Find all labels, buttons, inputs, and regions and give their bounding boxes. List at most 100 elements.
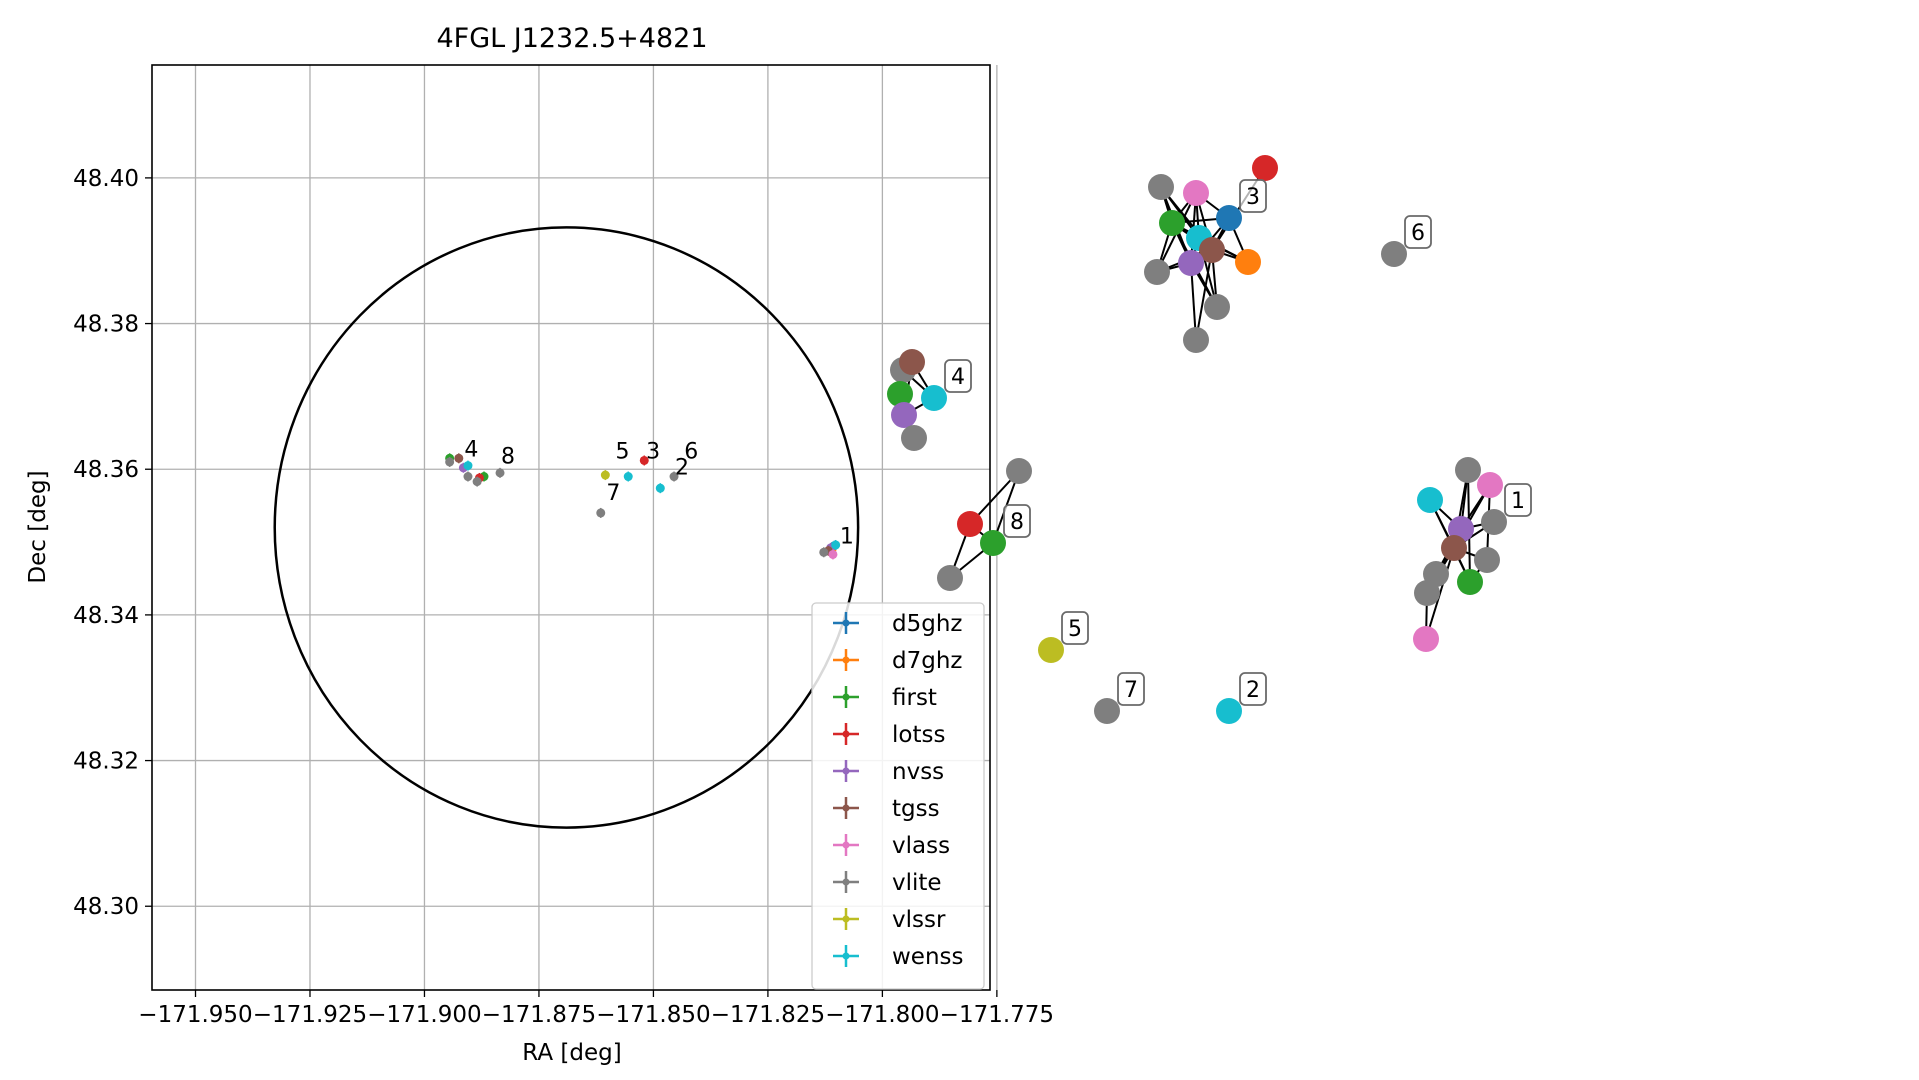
graph-node [1381, 241, 1407, 267]
graph-node [980, 530, 1006, 556]
graph-node [1481, 509, 1507, 535]
graph-node [1252, 155, 1278, 181]
graph-node [899, 349, 925, 375]
legend-label-d7ghz: d7ghz [892, 648, 962, 674]
legend-marker-vlass [842, 841, 850, 849]
graph-label-7: 7 [1117, 672, 1145, 706]
x-tick-label: −171.825 [711, 1002, 825, 1028]
graph-label-text: 6 [1411, 221, 1425, 246]
graph-label-text: 1 [1511, 489, 1525, 514]
graph-label-box [1404, 215, 1432, 249]
legend-label-wenss: wenss [892, 944, 964, 970]
graph-label-text: 7 [1124, 678, 1138, 703]
x-tick-label: −171.850 [596, 1002, 710, 1028]
graph-label-text: 4 [951, 365, 965, 390]
graph-label-6: 6 [1404, 215, 1432, 249]
legend-marker-first [842, 693, 850, 701]
error-ellipse [273, 226, 860, 829]
data-point-vlite [445, 457, 455, 467]
legend-label-nvss: nvss [892, 759, 944, 785]
legend-marker-lotss [842, 730, 850, 738]
legend-marker-vlite [842, 878, 850, 886]
plot-frame [151, 64, 991, 991]
data-point-vlass [828, 549, 838, 559]
source-label-4: 4 [464, 437, 478, 462]
graph-label-box [1239, 179, 1267, 213]
graph-node [937, 565, 963, 591]
y-ticks: 48.30 48.32 48.34 48.36 48.38 48.40 [73, 166, 152, 920]
graph-node [1413, 626, 1439, 652]
network-graph: 3 6 4 8 1 5 7 2 [887, 155, 1532, 724]
y-tick-label: 48.34 [73, 603, 139, 629]
graph-node [891, 402, 917, 428]
data-points [445, 453, 841, 560]
legend-label-first: first [892, 685, 937, 711]
graph-node [1441, 535, 1467, 561]
data-point-wenss [655, 483, 665, 493]
legend-marker-d7ghz [842, 656, 850, 664]
graph-label-4: 4 [944, 359, 972, 393]
graph-node [1216, 698, 1242, 724]
x-axis-label: RA [deg] [522, 1040, 621, 1066]
data-point-vlite [495, 468, 505, 478]
graph-node [1414, 580, 1440, 606]
x-tick-label: −171.800 [825, 1002, 939, 1028]
graph-node [1006, 458, 1032, 484]
legend-marker-wenss [842, 952, 850, 960]
legend-label-vlass: vlass [892, 833, 950, 859]
y-tick-label: 48.38 [73, 312, 139, 338]
x-tick-label: −171.950 [138, 1002, 252, 1028]
source-label-5: 5 [616, 439, 630, 464]
graph-label-2: 2 [1239, 672, 1267, 706]
data-point-wenss [831, 540, 841, 550]
graph-labels: 3 6 4 8 1 5 7 2 [944, 179, 1532, 706]
legend-marker-d5ghz [842, 619, 850, 627]
legend-label-vlssr: vlssr [892, 907, 946, 933]
graph-label-box [1117, 672, 1145, 706]
legend-marker-vlssr [842, 915, 850, 923]
graph-label-text: 8 [1010, 510, 1024, 535]
graph-node [1204, 294, 1230, 320]
y-tick-label: 48.36 [73, 457, 139, 483]
x-tick-label: −171.925 [253, 1002, 367, 1028]
graph-node [1178, 250, 1204, 276]
legend-label-d5ghz: d5ghz [892, 611, 962, 637]
data-point-vlite [596, 508, 606, 518]
source-label-1: 1 [840, 525, 854, 550]
graph-label-box [944, 359, 972, 393]
graph-node [1474, 547, 1500, 573]
graph-node [1183, 180, 1209, 206]
error-ellipse-outline [273, 226, 860, 829]
legend-box [811, 602, 985, 990]
data-point-vlite [669, 472, 679, 482]
graph-node [1038, 637, 1064, 663]
graph-node [1235, 249, 1261, 275]
graph-label-text: 2 [1246, 678, 1260, 703]
graph-edge [1195, 249, 1213, 341]
data-point-wenss [463, 461, 473, 471]
graph-node [887, 381, 913, 407]
data-point-vlssr [600, 470, 610, 480]
source-label-6: 6 [684, 439, 698, 464]
graph-node [1199, 237, 1225, 263]
legend: d5ghz d7ghz first lotss nvss tgss vlass vlite vl… [811, 602, 985, 990]
graph-label-5: 5 [1061, 611, 1089, 645]
graph-node [901, 425, 927, 451]
graph-label-box [1061, 611, 1089, 645]
legend-marker-nvss [842, 767, 850, 775]
graph-node [1148, 174, 1174, 200]
graph-node [1477, 472, 1503, 498]
y-tick-label: 48.32 [73, 749, 139, 775]
graph-node [1216, 205, 1242, 231]
y-axis-label: Dec [deg] [25, 470, 51, 583]
graph-label-8: 8 [1003, 504, 1031, 538]
graph-label-box [1504, 483, 1532, 517]
legend-marker-tgss [842, 804, 850, 812]
legend-label-vlite: vlite [892, 870, 942, 896]
graph-label-box [1003, 504, 1031, 538]
graph-node [921, 385, 947, 411]
graph-label-1: 1 [1504, 483, 1532, 517]
source-label-8: 8 [501, 445, 515, 470]
